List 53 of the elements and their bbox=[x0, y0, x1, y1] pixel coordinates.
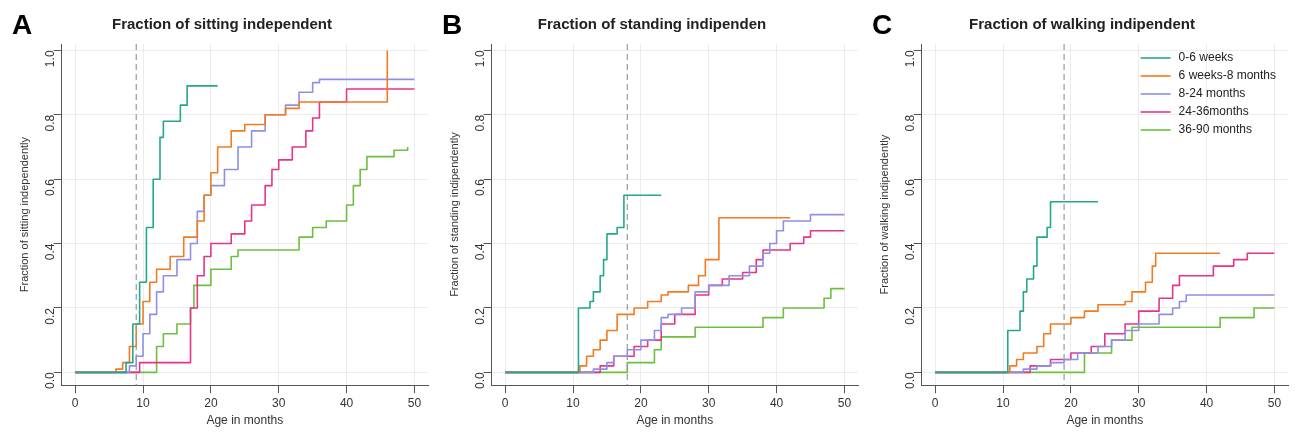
y-tick-label: 0.2 bbox=[472, 307, 487, 325]
y-tick-label: 0.0 bbox=[42, 372, 57, 390]
x-tick-label: 50 bbox=[1267, 395, 1282, 410]
legend-label: 8-24 months bbox=[1178, 86, 1246, 101]
x-tick-label: 30 bbox=[702, 395, 716, 410]
y-tick-label: 0.0 bbox=[472, 372, 487, 390]
x-tick-label: 40 bbox=[339, 395, 354, 410]
text: A bbox=[12, 8, 33, 40]
x-tick-label: 50 bbox=[407, 395, 422, 410]
text: B bbox=[442, 8, 463, 40]
x-tick-label: 0 bbox=[71, 395, 79, 410]
y-axis-title: Fraction of walking indipendently bbox=[877, 134, 890, 295]
x-tick-label: 40 bbox=[1199, 395, 1214, 410]
y-tick-label: 0.6 bbox=[472, 178, 487, 196]
x-tick-label: 10 bbox=[136, 395, 151, 410]
y-axis-title: Fraction of sitting independently bbox=[17, 136, 30, 293]
y-tick-label: 0.4 bbox=[902, 243, 917, 261]
x-tick-label: 50 bbox=[837, 395, 852, 410]
x-axis-title: Age in months bbox=[636, 413, 714, 428]
x-axis-title: Age in months bbox=[1066, 413, 1144, 428]
x-tick-label: 20 bbox=[1064, 395, 1078, 410]
x-axis-title: Age in months bbox=[206, 413, 284, 428]
x-tick-label: 40 bbox=[769, 395, 784, 410]
x-tick-label: 10 bbox=[566, 395, 581, 410]
y-tick-label: 0.4 bbox=[472, 243, 487, 261]
y-tick-label: 0.0 bbox=[902, 372, 917, 390]
y-tick-label: 0.8 bbox=[42, 114, 57, 132]
y-tick-label: 0.2 bbox=[42, 307, 57, 325]
y-tick-label: 0.4 bbox=[42, 243, 57, 261]
chart-title: Fraction of walking indipendent bbox=[969, 15, 1195, 33]
x-tick-label: 10 bbox=[996, 395, 1011, 410]
legend-label: 0-6 weeks bbox=[1178, 50, 1234, 65]
y-tick-label: 0.6 bbox=[42, 178, 57, 196]
y-tick-label: 0.2 bbox=[902, 307, 917, 325]
y-tick-label: 0.8 bbox=[902, 114, 917, 132]
x-tick-label: 0 bbox=[501, 395, 509, 410]
x-tick-label: 0 bbox=[931, 395, 939, 410]
y-axis-title: Fraction of standing indipendently bbox=[447, 131, 460, 297]
y-tick-label: 1.0 bbox=[902, 50, 917, 68]
text: C bbox=[872, 8, 893, 40]
chart-title: Fraction of sitting independent bbox=[112, 15, 332, 33]
legend-label: 6 weeks-8 months bbox=[1178, 68, 1277, 83]
x-tick-label: 30 bbox=[272, 395, 286, 410]
chart-title: Fraction of standing indipenden bbox=[537, 15, 767, 33]
legend-label: 36-90 months bbox=[1178, 122, 1253, 137]
y-tick-label: 1.0 bbox=[42, 50, 57, 68]
x-tick-label: 30 bbox=[1132, 395, 1146, 410]
x-tick-label: 20 bbox=[204, 395, 218, 410]
legend-label: 24-36months bbox=[1178, 104, 1249, 119]
x-tick-label: 20 bbox=[634, 395, 648, 410]
y-tick-label: 0.8 bbox=[472, 114, 487, 132]
y-tick-label: 0.6 bbox=[902, 178, 917, 196]
y-tick-label: 1.0 bbox=[472, 50, 487, 68]
